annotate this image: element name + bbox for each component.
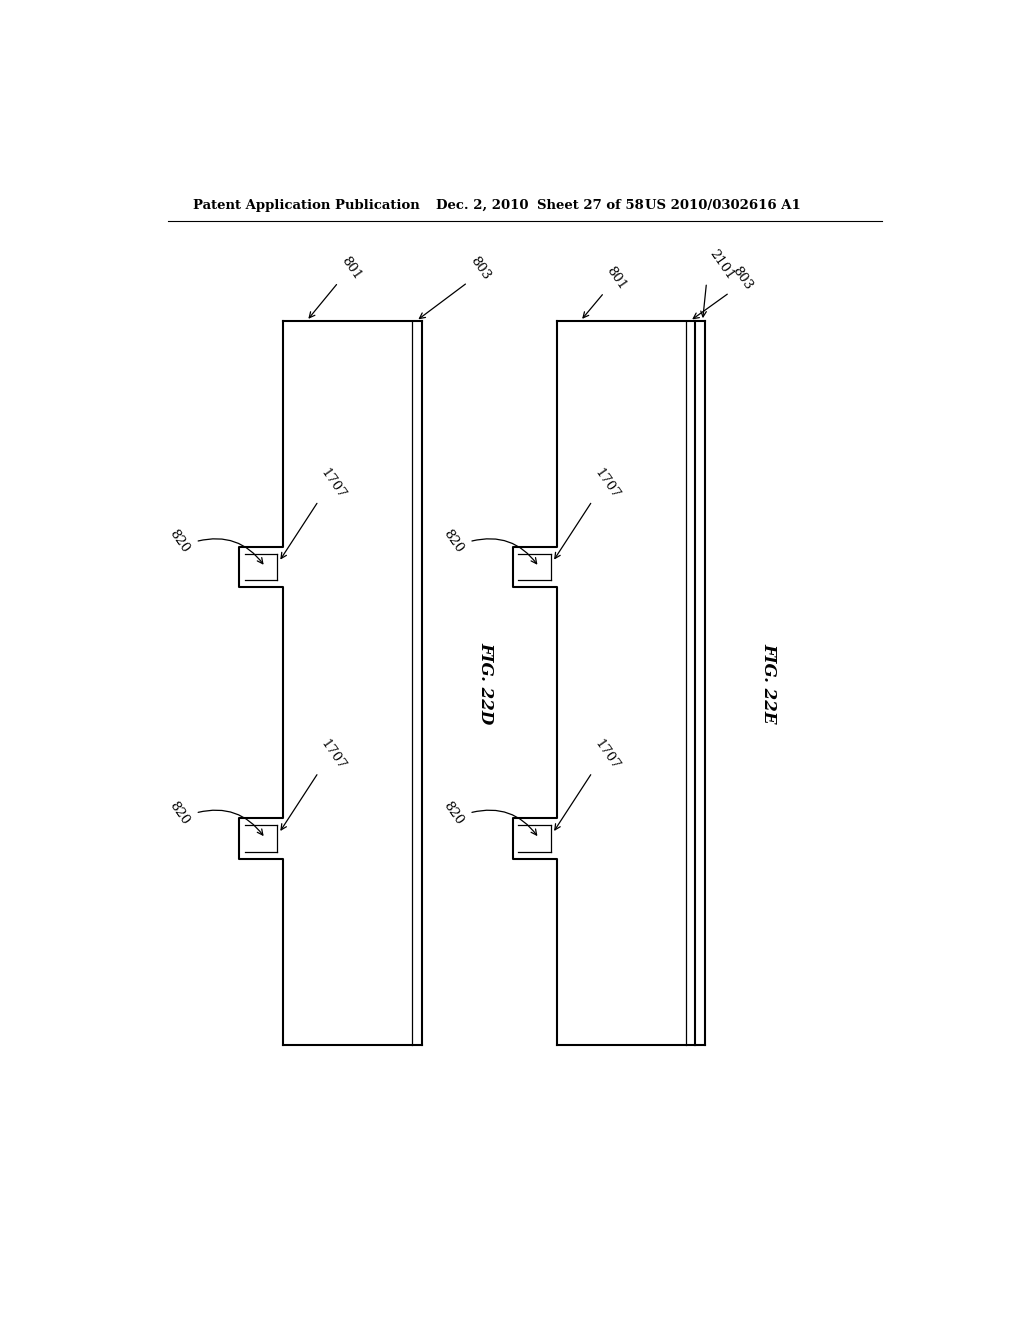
Polygon shape bbox=[513, 321, 695, 1044]
Text: Patent Application Publication: Patent Application Publication bbox=[194, 198, 420, 211]
Text: 803: 803 bbox=[729, 264, 755, 293]
Text: 820: 820 bbox=[440, 799, 465, 828]
Text: 1707: 1707 bbox=[318, 738, 348, 772]
Text: 801: 801 bbox=[338, 255, 364, 282]
Text: 1707: 1707 bbox=[592, 738, 623, 772]
Text: FIG. 22E: FIG. 22E bbox=[761, 643, 777, 723]
Text: US 2010/0302616 A1: US 2010/0302616 A1 bbox=[645, 198, 801, 211]
Text: FIG. 22D: FIG. 22D bbox=[477, 642, 495, 723]
Text: Dec. 2, 2010: Dec. 2, 2010 bbox=[436, 198, 528, 211]
Text: 801: 801 bbox=[604, 264, 629, 293]
Text: 2101: 2101 bbox=[707, 248, 736, 282]
Text: Sheet 27 of 58: Sheet 27 of 58 bbox=[538, 198, 644, 211]
Text: 820: 820 bbox=[440, 528, 465, 556]
Text: 803: 803 bbox=[468, 255, 493, 282]
Text: 820: 820 bbox=[167, 799, 191, 828]
Text: 1707: 1707 bbox=[592, 466, 623, 502]
Text: 1707: 1707 bbox=[318, 466, 348, 502]
Polygon shape bbox=[240, 321, 422, 1044]
Text: 820: 820 bbox=[167, 528, 191, 556]
